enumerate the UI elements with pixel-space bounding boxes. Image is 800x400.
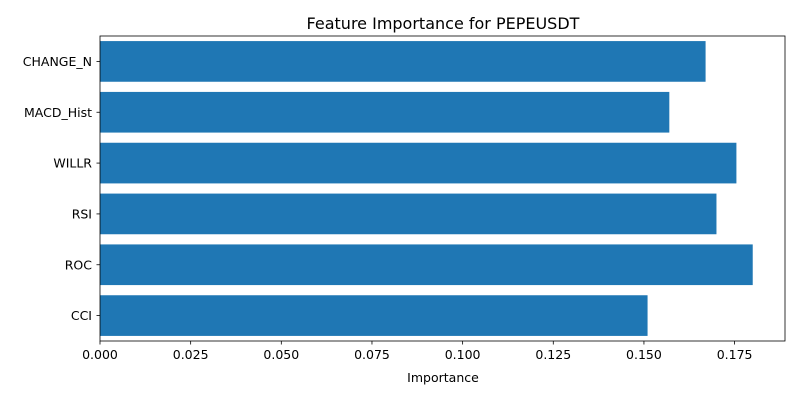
x-tick-label: 0.100 <box>445 347 481 362</box>
chart-title: Feature Importance for PEPEUSDT <box>307 14 580 33</box>
bar-willr <box>100 142 737 184</box>
bar-roc <box>100 244 753 286</box>
x-tick-label: 0.075 <box>354 347 390 362</box>
y-tick-label: WILLR <box>53 156 92 171</box>
x-axis-label: Importance <box>407 370 479 385</box>
y-axis-ticks: CHANGE_N MACD_Hist WILLR RSI ROC CCI <box>23 54 100 323</box>
x-tick-label: 0.125 <box>535 347 571 362</box>
x-tick-label: 0.050 <box>263 347 299 362</box>
y-tick-label: CHANGE_N <box>23 54 92 69</box>
y-tick-label: MACD_Hist <box>24 105 92 120</box>
y-tick-label: ROC <box>65 257 93 272</box>
plot-frame <box>99 35 786 342</box>
bar-macd-hist <box>100 91 670 133</box>
bar-cci <box>100 295 648 336</box>
x-tick-label: 0.175 <box>717 347 753 362</box>
bars-group <box>100 41 753 336</box>
x-tick-label: 0.150 <box>626 347 662 362</box>
y-tick-label: CCI <box>71 308 92 323</box>
bar-rsi <box>100 193 717 235</box>
bar-change-n <box>100 41 706 82</box>
x-axis-ticks: 0.000 0.025 0.050 0.075 0.100 0.125 0.150 0.175 <box>82 341 752 362</box>
x-tick-label: 0.000 <box>82 347 118 362</box>
x-tick-label: 0.025 <box>173 347 209 362</box>
y-tick-label: RSI <box>72 206 92 221</box>
